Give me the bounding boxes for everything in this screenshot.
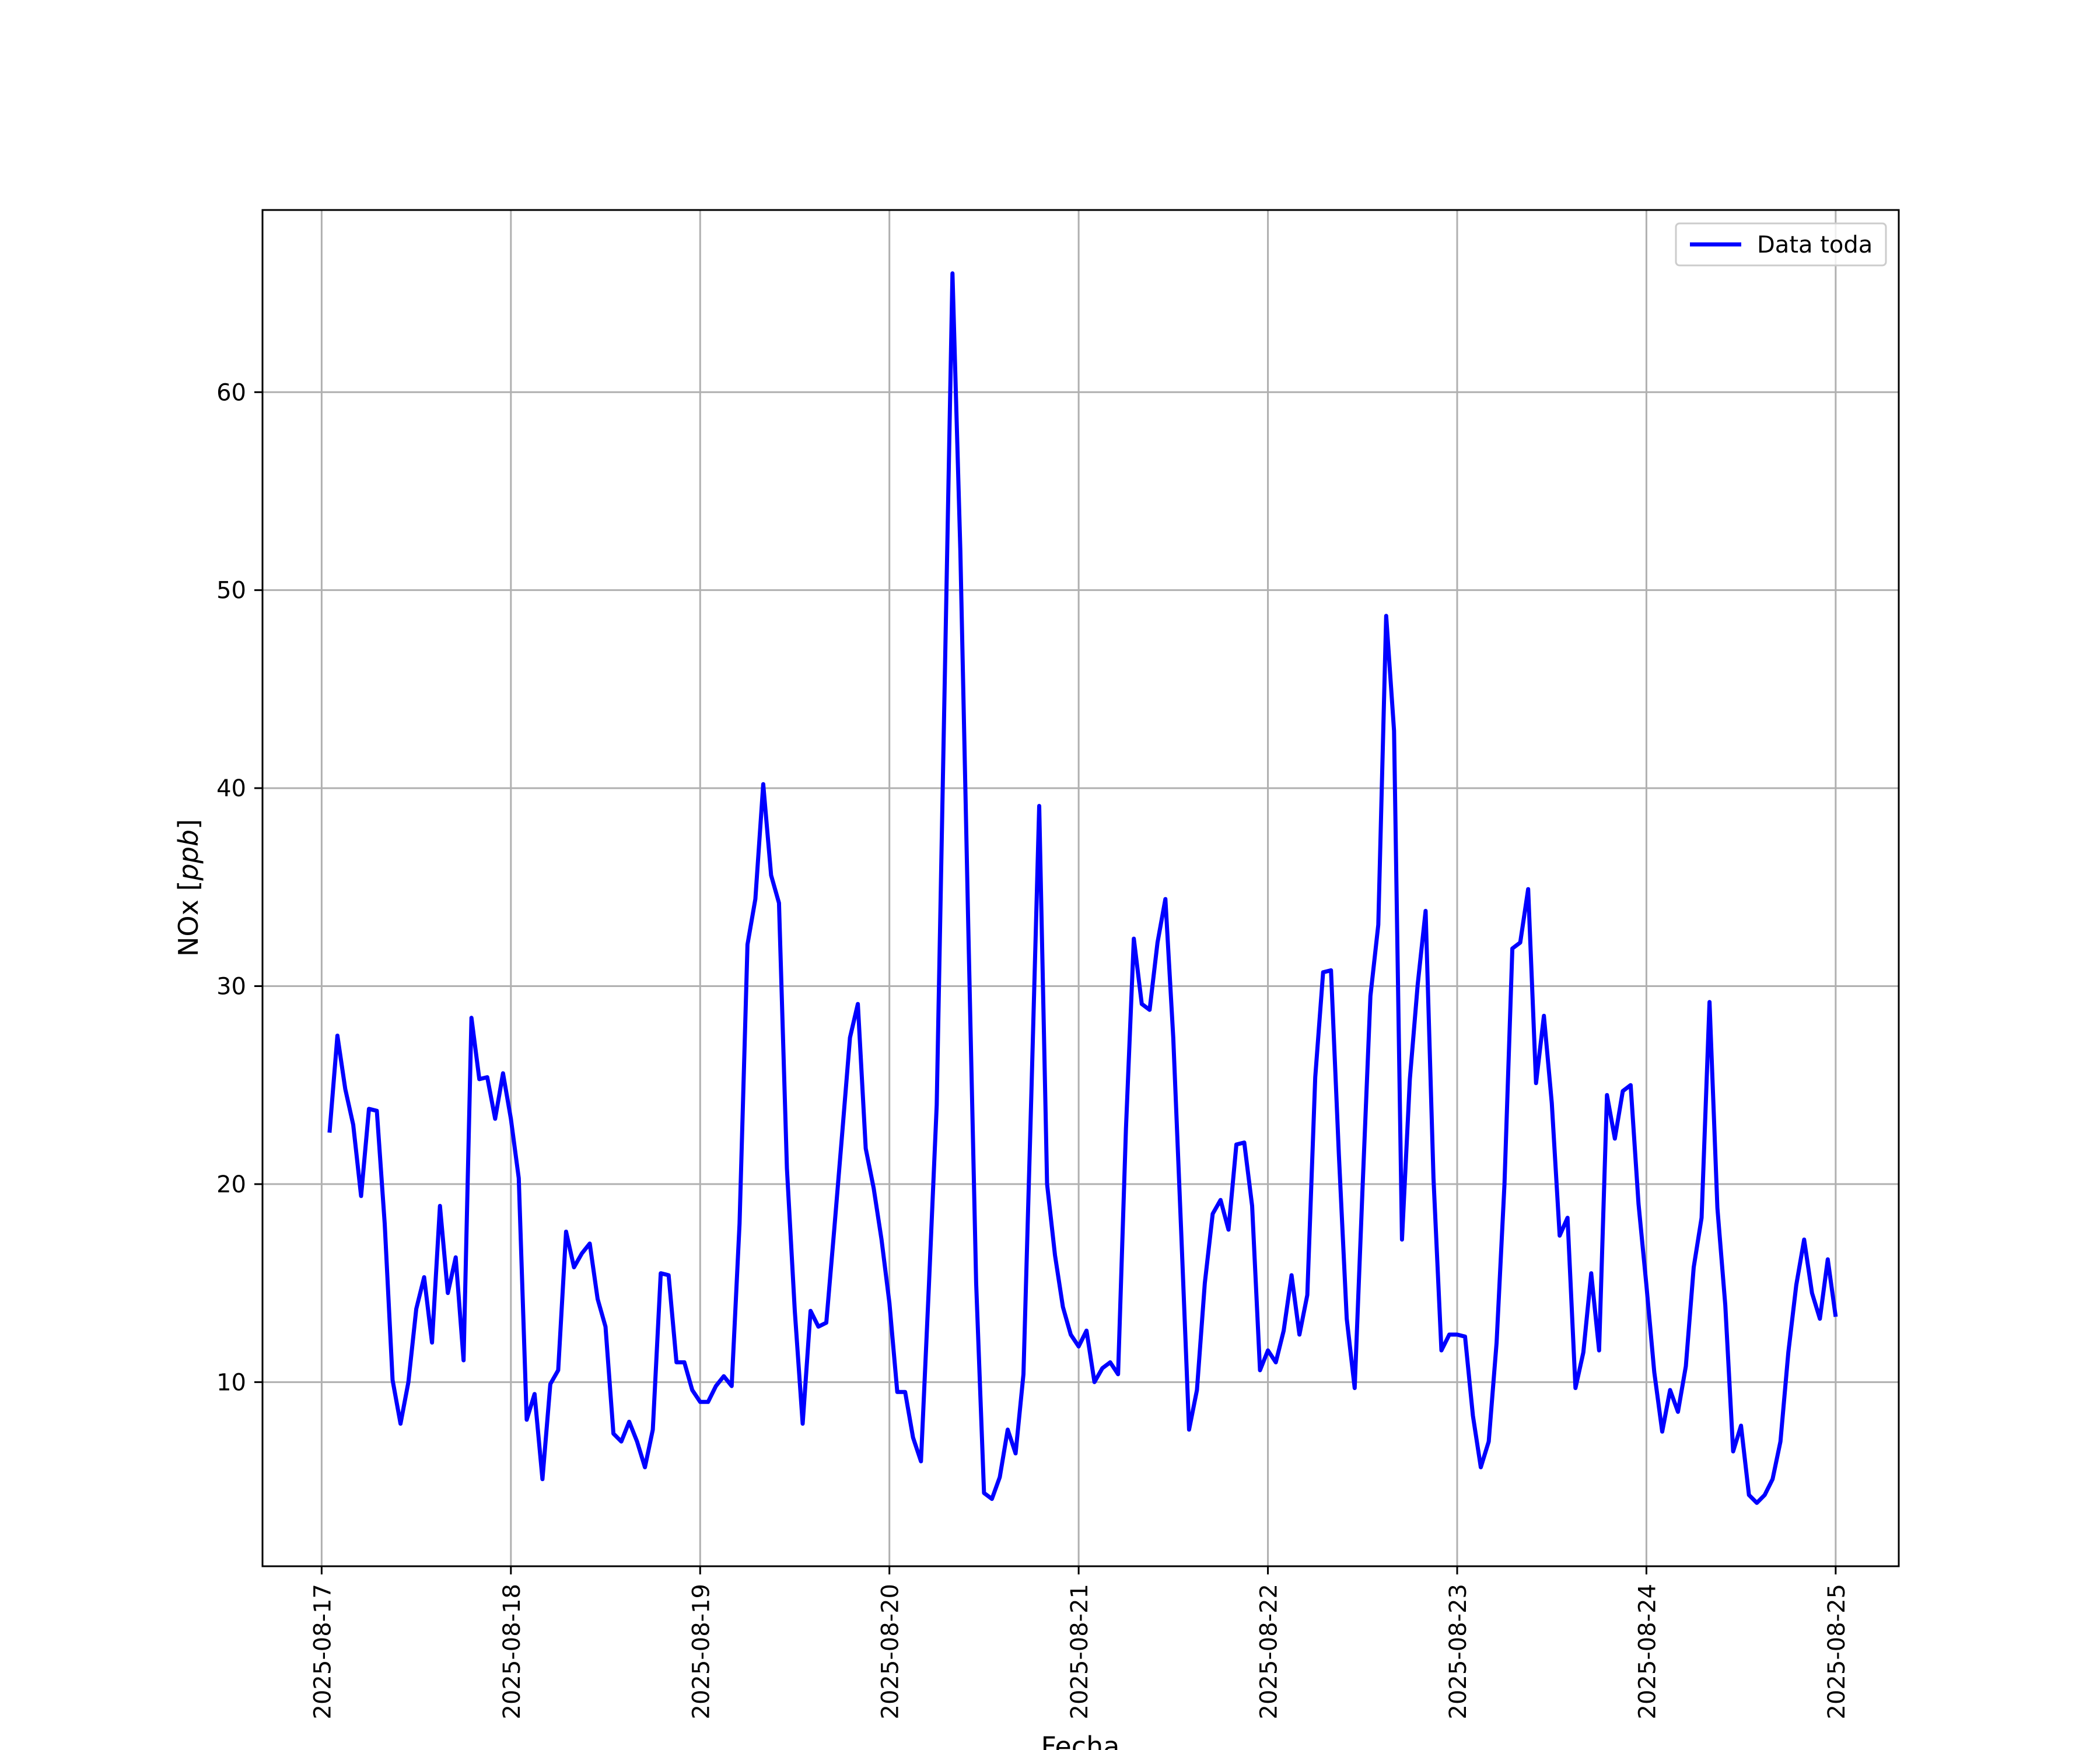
y-tick-label: 10 [216, 1369, 246, 1396]
y-tick-label: 20 [216, 1171, 246, 1198]
plot-area-frame [261, 209, 1900, 1567]
y-axis-label-text: NOx [ [173, 881, 204, 957]
legend-box [1675, 222, 1887, 267]
y-axis-label-close: ] [173, 819, 204, 830]
x-tick-label: 2025-08-18 [499, 1584, 526, 1719]
y-axis-label-unit: ppb [173, 830, 204, 881]
series-layer [327, 271, 1838, 1505]
y-grid-lines [262, 391, 1899, 1383]
x-tick-label: 2025-08-24 [1634, 1584, 1661, 1719]
y-tick-label: 30 [216, 974, 246, 1000]
y-tick-label: 60 [216, 379, 246, 406]
y-tick-label: 40 [216, 775, 246, 802]
x-tick-label: 2025-08-25 [1824, 1584, 1850, 1719]
x-axis: 2025-08-17 2025-08-18 2025-08-19 2025-08-20… [309, 1566, 1850, 1719]
y-axis: 10 20 30 40 50 60 [216, 379, 262, 1396]
x-axis-label: Fecha [1041, 1731, 1120, 1750]
y-axis-label: NOx [ppb] [173, 819, 204, 957]
x-grid-lines [320, 210, 1837, 1566]
y-tick-label: 50 [216, 578, 246, 604]
x-tick-label: 2025-08-21 [1066, 1584, 1093, 1719]
x-tick-label: 2025-08-22 [1256, 1584, 1283, 1719]
x-tick-label: 2025-08-20 [877, 1584, 904, 1719]
x-tick-label: 2025-08-17 [309, 1584, 336, 1719]
series-line-0 [327, 271, 1838, 1505]
legend-label: Data toda [1757, 232, 1873, 258]
x-tick-label: 2025-08-23 [1445, 1584, 1472, 1719]
x-tick-label: 2025-08-19 [688, 1584, 715, 1719]
legend: Data toda [1675, 222, 1887, 267]
